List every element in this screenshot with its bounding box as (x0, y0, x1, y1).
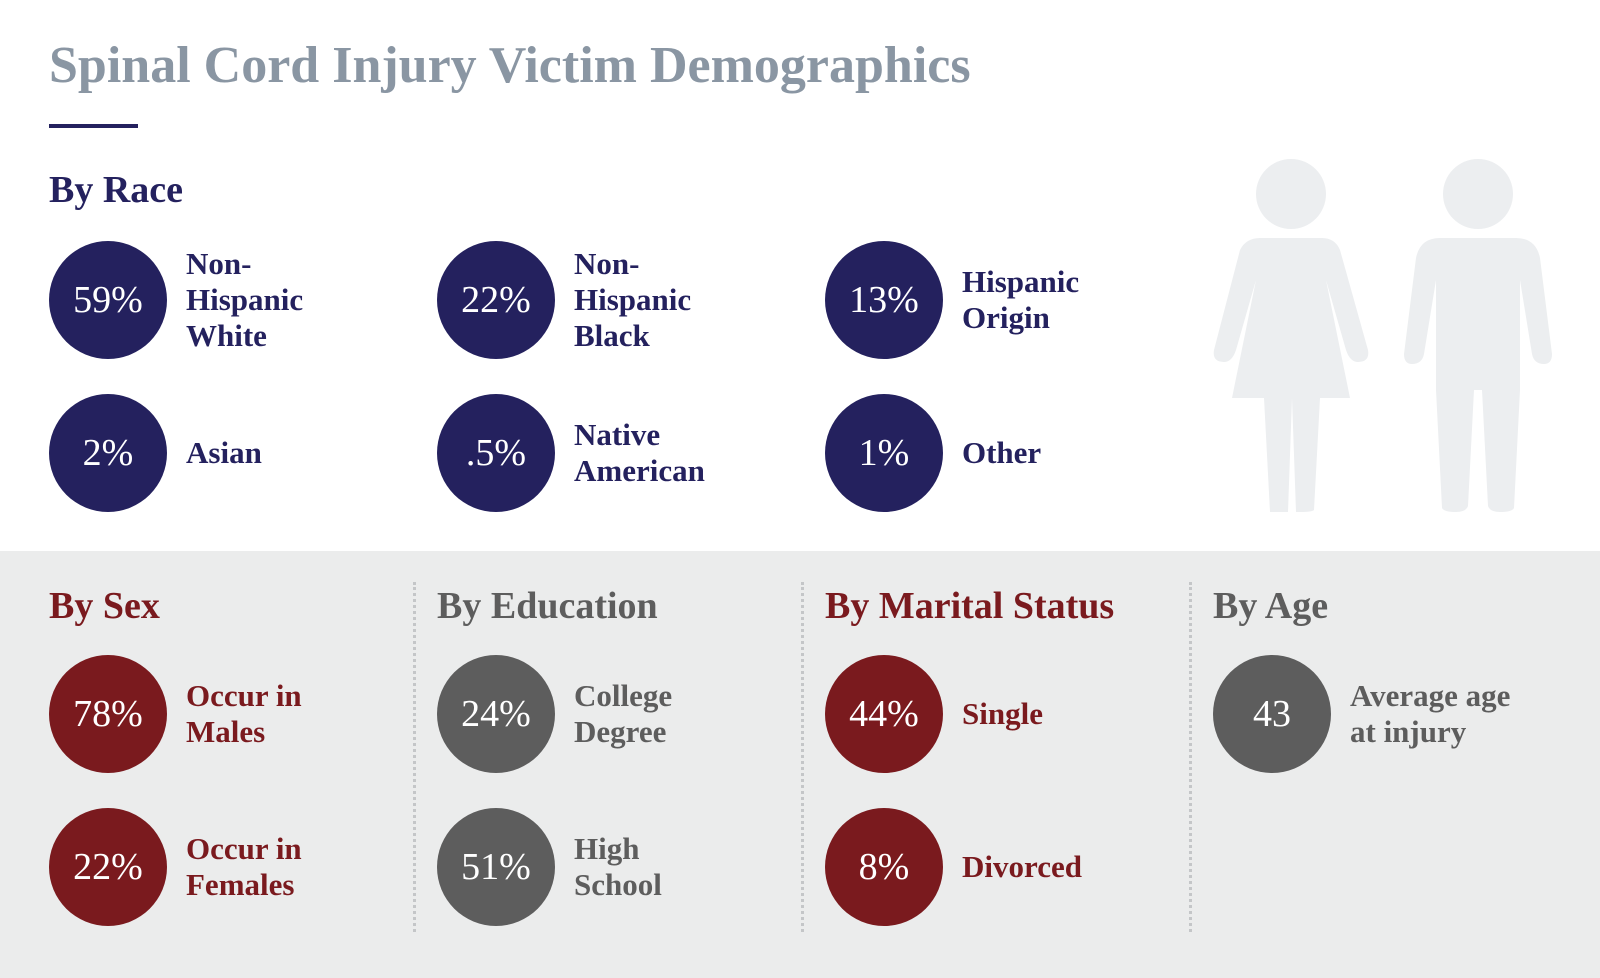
label-line: Black (574, 318, 650, 353)
stat-label: Non- Hispanic Black (574, 241, 691, 359)
stat-circle: 13% (825, 241, 943, 359)
title-rule (49, 124, 138, 128)
stat-label: Average age at injury (1350, 655, 1510, 773)
label-line: American (574, 453, 705, 488)
stats-panel (0, 551, 1600, 978)
stat-circle: 59% (49, 241, 167, 359)
label-line: School (574, 867, 662, 902)
stat-label: Occur in Males (186, 655, 302, 773)
column-separator (801, 582, 804, 932)
stat-label: Occur in Females (186, 808, 302, 926)
column-separator (413, 582, 416, 932)
column-separator (1189, 582, 1192, 932)
label-line: Divorced (962, 849, 1082, 884)
label-line: Hispanic (574, 282, 692, 317)
label-line: Occur in (186, 831, 302, 866)
label-line: White (186, 318, 267, 353)
stat-label: Asian (186, 394, 262, 512)
race-panel: Spinal Cord Injury Victim Demographics (49, 37, 1552, 512)
stat-circle: 1% (825, 394, 943, 512)
label-line: Degree (574, 714, 667, 749)
label-line: Females (186, 867, 295, 902)
label-line: College (574, 678, 673, 713)
stat-circle: 2% (49, 394, 167, 512)
section-heading: By Sex (49, 585, 160, 627)
stat-circle: 78% (49, 655, 167, 773)
stat-circle: 22% (437, 241, 555, 359)
section-heading: By Marital Status (825, 585, 1115, 627)
stat-label: Divorced (962, 808, 1082, 926)
label-line: Average age (1350, 678, 1511, 713)
label-line: Native (574, 417, 661, 452)
stat-label: High School (574, 808, 662, 926)
stat-label: Single (962, 655, 1043, 773)
stat-label: College Degree (574, 655, 672, 773)
stat-label: Hispanic Origin (962, 241, 1079, 359)
stat-label: Other (962, 394, 1041, 512)
label-line: Origin (962, 300, 1050, 335)
label-line: Non- (574, 246, 640, 281)
title: Spinal Cord Injury Victim Demographics (49, 37, 971, 94)
label-line: at injury (1350, 714, 1467, 749)
stat-circle: 8% (825, 808, 943, 926)
section-heading: By Education (437, 585, 658, 627)
label-line: Asian (186, 435, 262, 470)
label-line: Occur in (186, 678, 302, 713)
stat-circle: 22% (49, 808, 167, 926)
label-line: Non- (186, 246, 252, 281)
stat-circle: 44% (825, 655, 943, 773)
stat-circle: .5% (437, 394, 555, 512)
stat-circle: 43 (1213, 655, 1331, 773)
section-heading: By Age (1213, 585, 1329, 627)
stat-label: Non- Hispanic White (186, 241, 303, 359)
label-line: Hispanic (186, 282, 304, 317)
label-line: Single (962, 696, 1043, 731)
stat-label: Native American (574, 394, 705, 512)
stat-circle: 51% (437, 808, 555, 926)
label-line: Hispanic (962, 264, 1080, 299)
label-line: High (574, 831, 640, 866)
label-line: Other (962, 435, 1042, 470)
stat-circle: 24% (437, 655, 555, 773)
people-figures (1213, 159, 1552, 512)
label-line: Males (186, 714, 266, 749)
section-heading: By Race (49, 169, 184, 211)
